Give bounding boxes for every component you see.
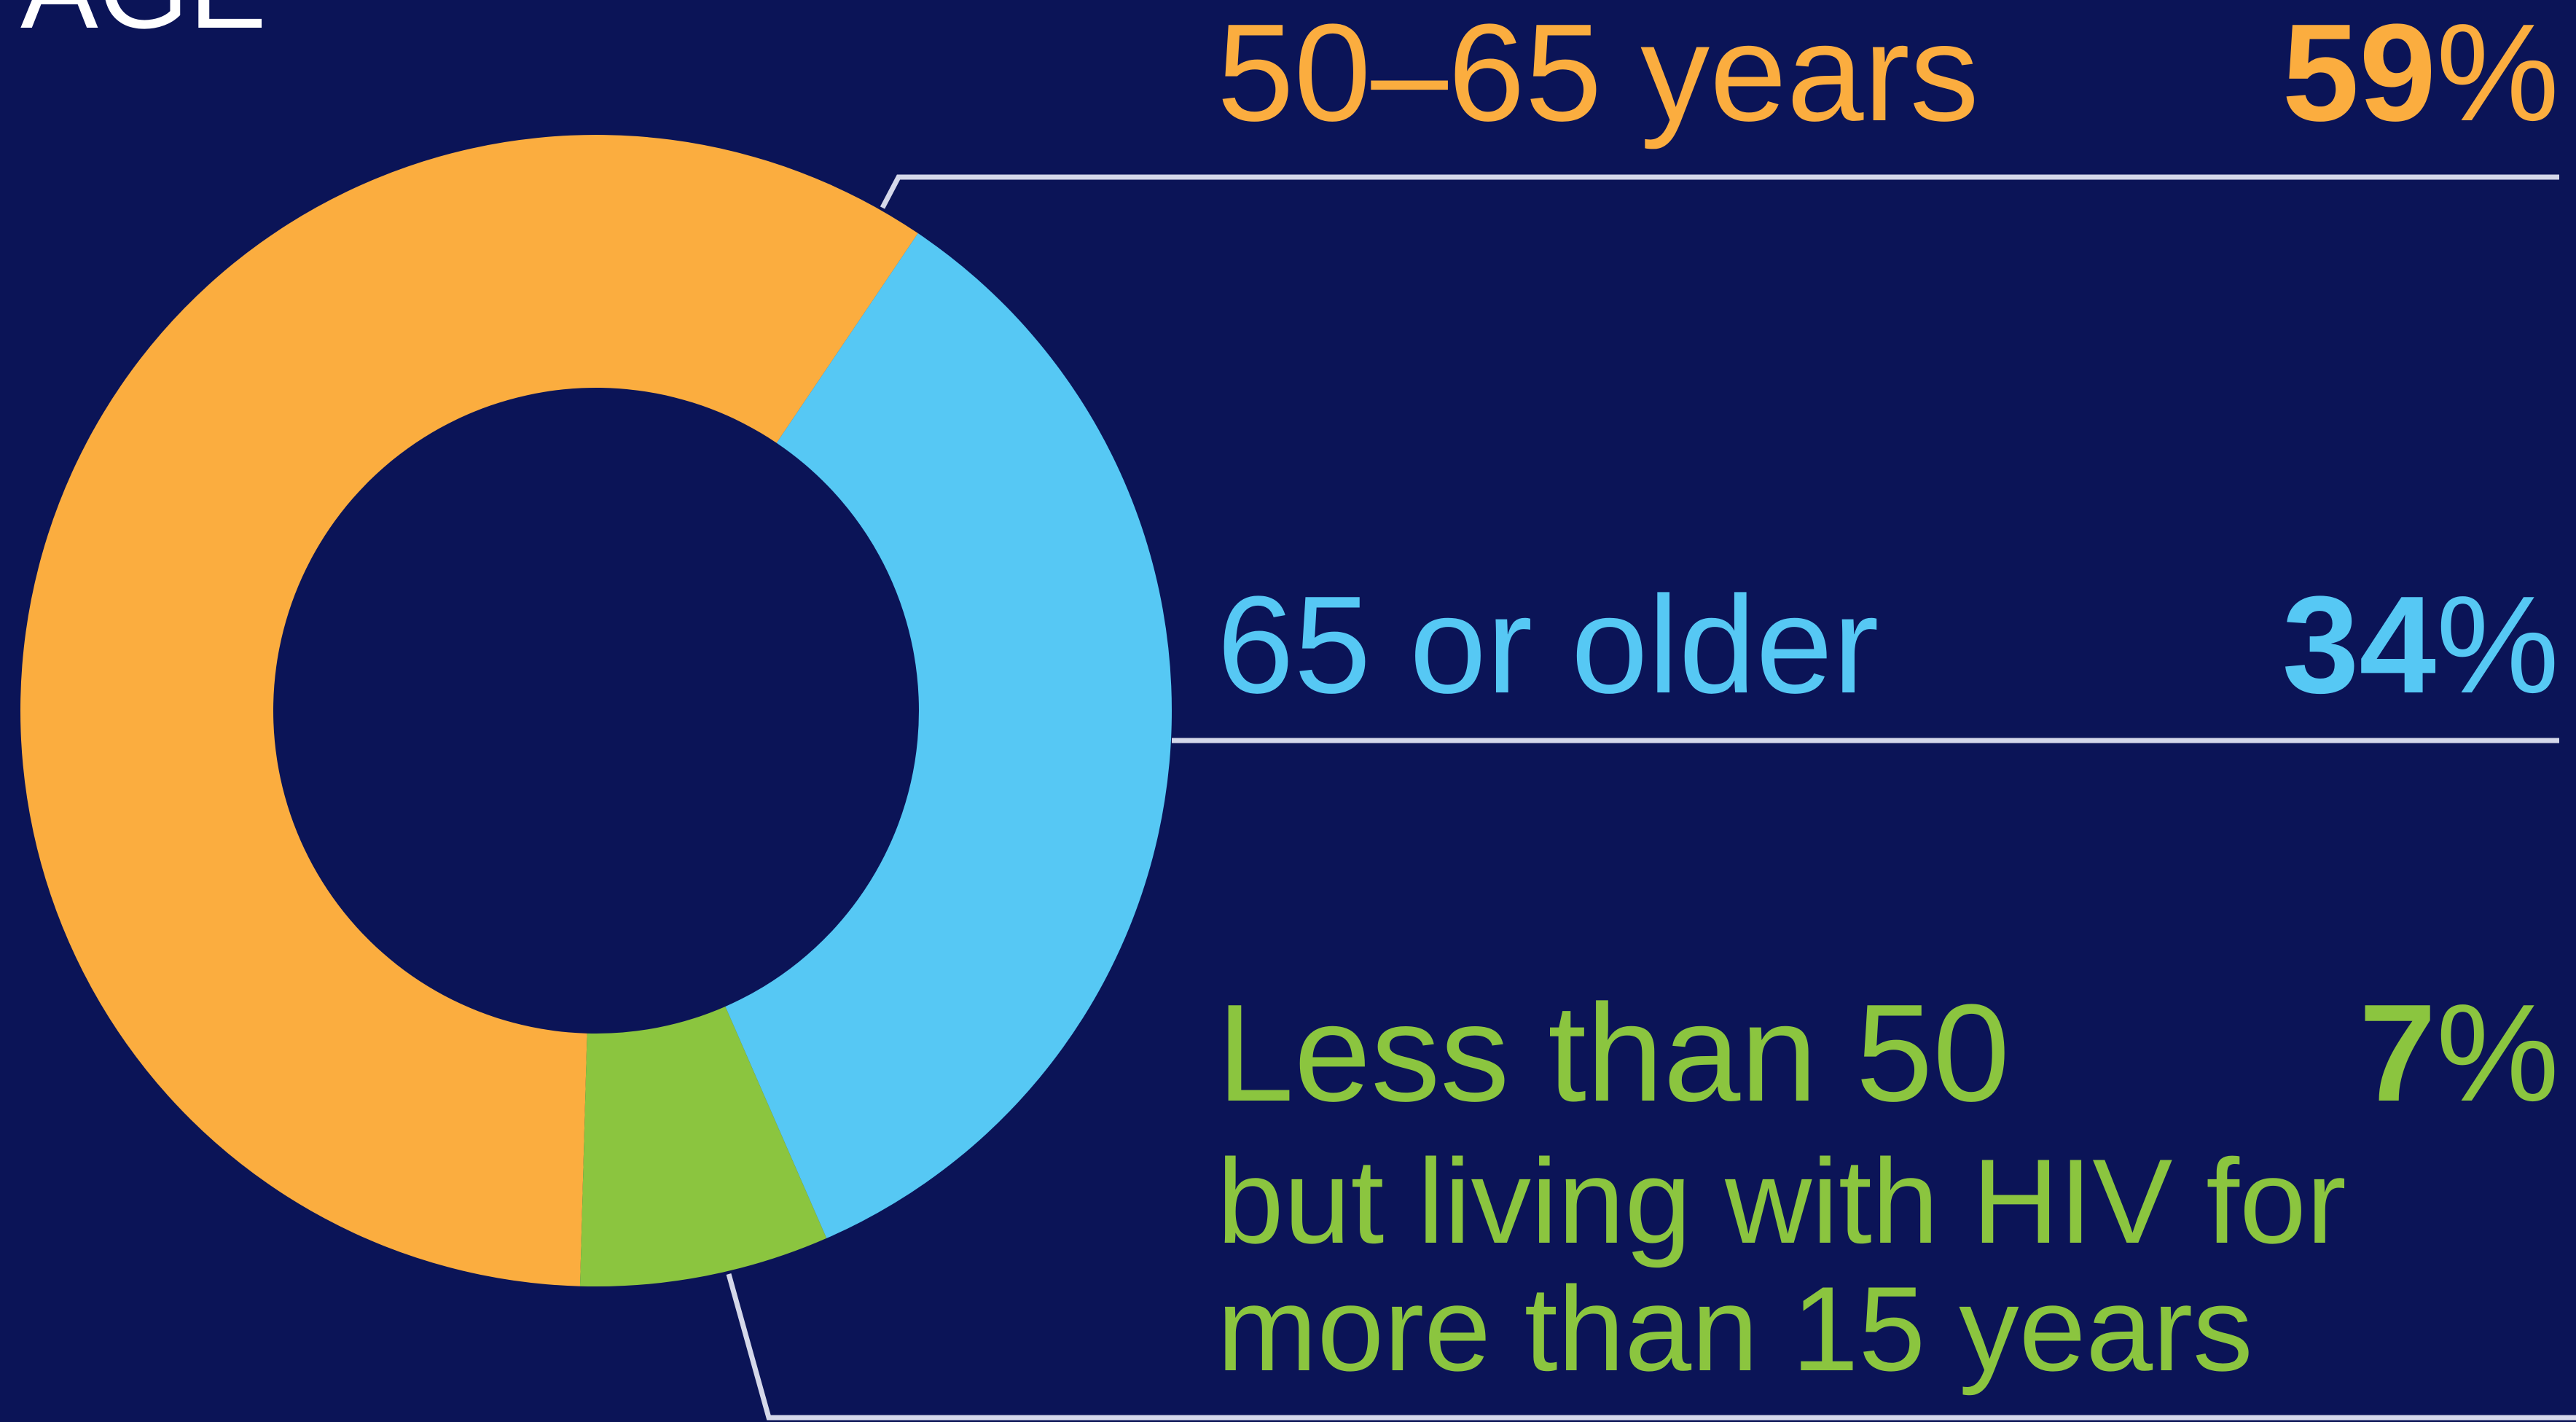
slice-sublabel-under-50-line1: but living with HIV for: [1217, 1134, 2346, 1268]
chart-title: AGE: [20, 0, 267, 52]
percent-sign: %: [2436, 976, 2559, 1130]
slice-value-50-65: 59%: [2282, 0, 2559, 150]
slice-label-65-older: 65 or older: [1217, 568, 1879, 722]
slice-value-65-older: 34%: [2282, 568, 2559, 722]
slice-sublabel-under-50-line2: more than 15 years: [1217, 1262, 2253, 1396]
slice-label-50-65: 50–65 years: [1217, 0, 1979, 150]
percent-sign: %: [2436, 568, 2559, 722]
value-number: 59: [2282, 0, 2436, 150]
percent-sign: %: [2436, 0, 2559, 150]
value-number: 7: [2359, 976, 2436, 1130]
slice-label-under-50: Less than 50: [1217, 976, 2010, 1130]
value-number: 34: [2282, 568, 2436, 722]
slice-value-under-50: 7%: [2359, 976, 2559, 1130]
